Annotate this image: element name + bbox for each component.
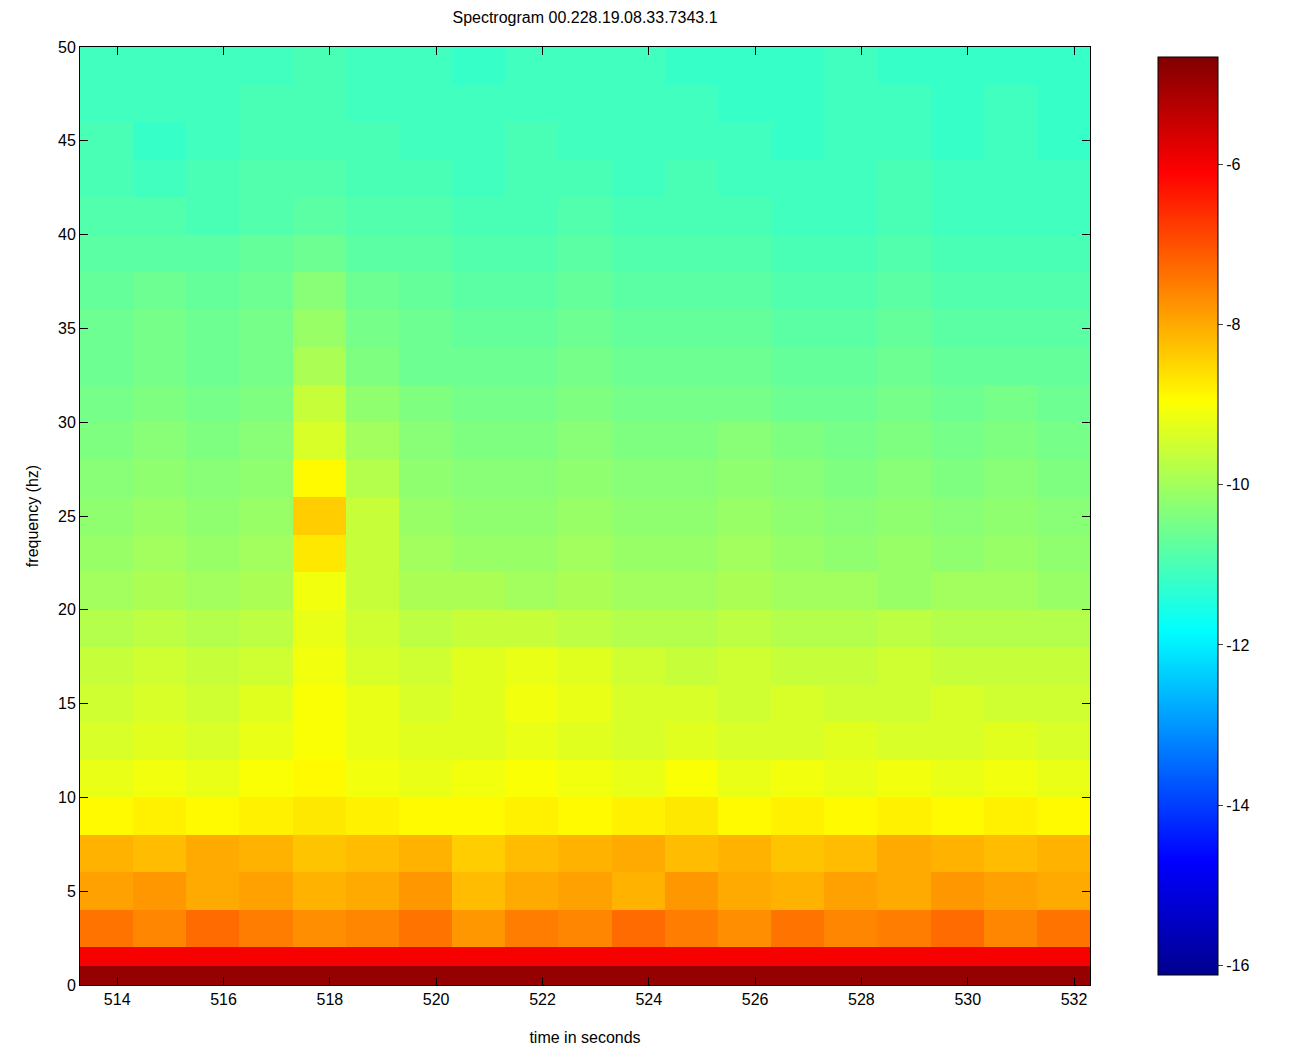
svg-text:-10: -10: [1226, 476, 1249, 493]
svg-text:-8: -8: [1226, 316, 1240, 333]
svg-text:35: 35: [58, 320, 76, 337]
svg-text:-16: -16: [1226, 957, 1249, 974]
svg-text:10: 10: [58, 789, 76, 806]
svg-text:526: 526: [742, 991, 769, 1008]
svg-text:45: 45: [58, 132, 76, 149]
svg-text:Spectrogram 00.228.19.08.33.73: Spectrogram 00.228.19.08.33.7343.1: [452, 9, 717, 26]
svg-text:522: 522: [529, 991, 556, 1008]
svg-text:-12: -12: [1226, 637, 1249, 654]
svg-text:528: 528: [848, 991, 875, 1008]
svg-text:516: 516: [210, 991, 237, 1008]
svg-text:30: 30: [58, 414, 76, 431]
svg-text:530: 530: [954, 991, 981, 1008]
svg-text:518: 518: [316, 991, 343, 1008]
svg-text:20: 20: [58, 601, 76, 618]
svg-text:5: 5: [67, 883, 76, 900]
svg-text:-6: -6: [1226, 156, 1240, 173]
svg-text:-14: -14: [1226, 797, 1249, 814]
svg-text:520: 520: [423, 991, 450, 1008]
svg-text:40: 40: [58, 226, 76, 243]
svg-text:15: 15: [58, 695, 76, 712]
svg-text:25: 25: [58, 508, 76, 525]
svg-text:524: 524: [635, 991, 662, 1008]
svg-text:frequency (hz): frequency (hz): [24, 465, 41, 567]
svg-text:0: 0: [67, 977, 76, 994]
svg-text:time in seconds: time in seconds: [529, 1029, 640, 1046]
svg-text:532: 532: [1061, 991, 1088, 1008]
svg-text:50: 50: [58, 39, 76, 56]
svg-text:514: 514: [104, 991, 131, 1008]
